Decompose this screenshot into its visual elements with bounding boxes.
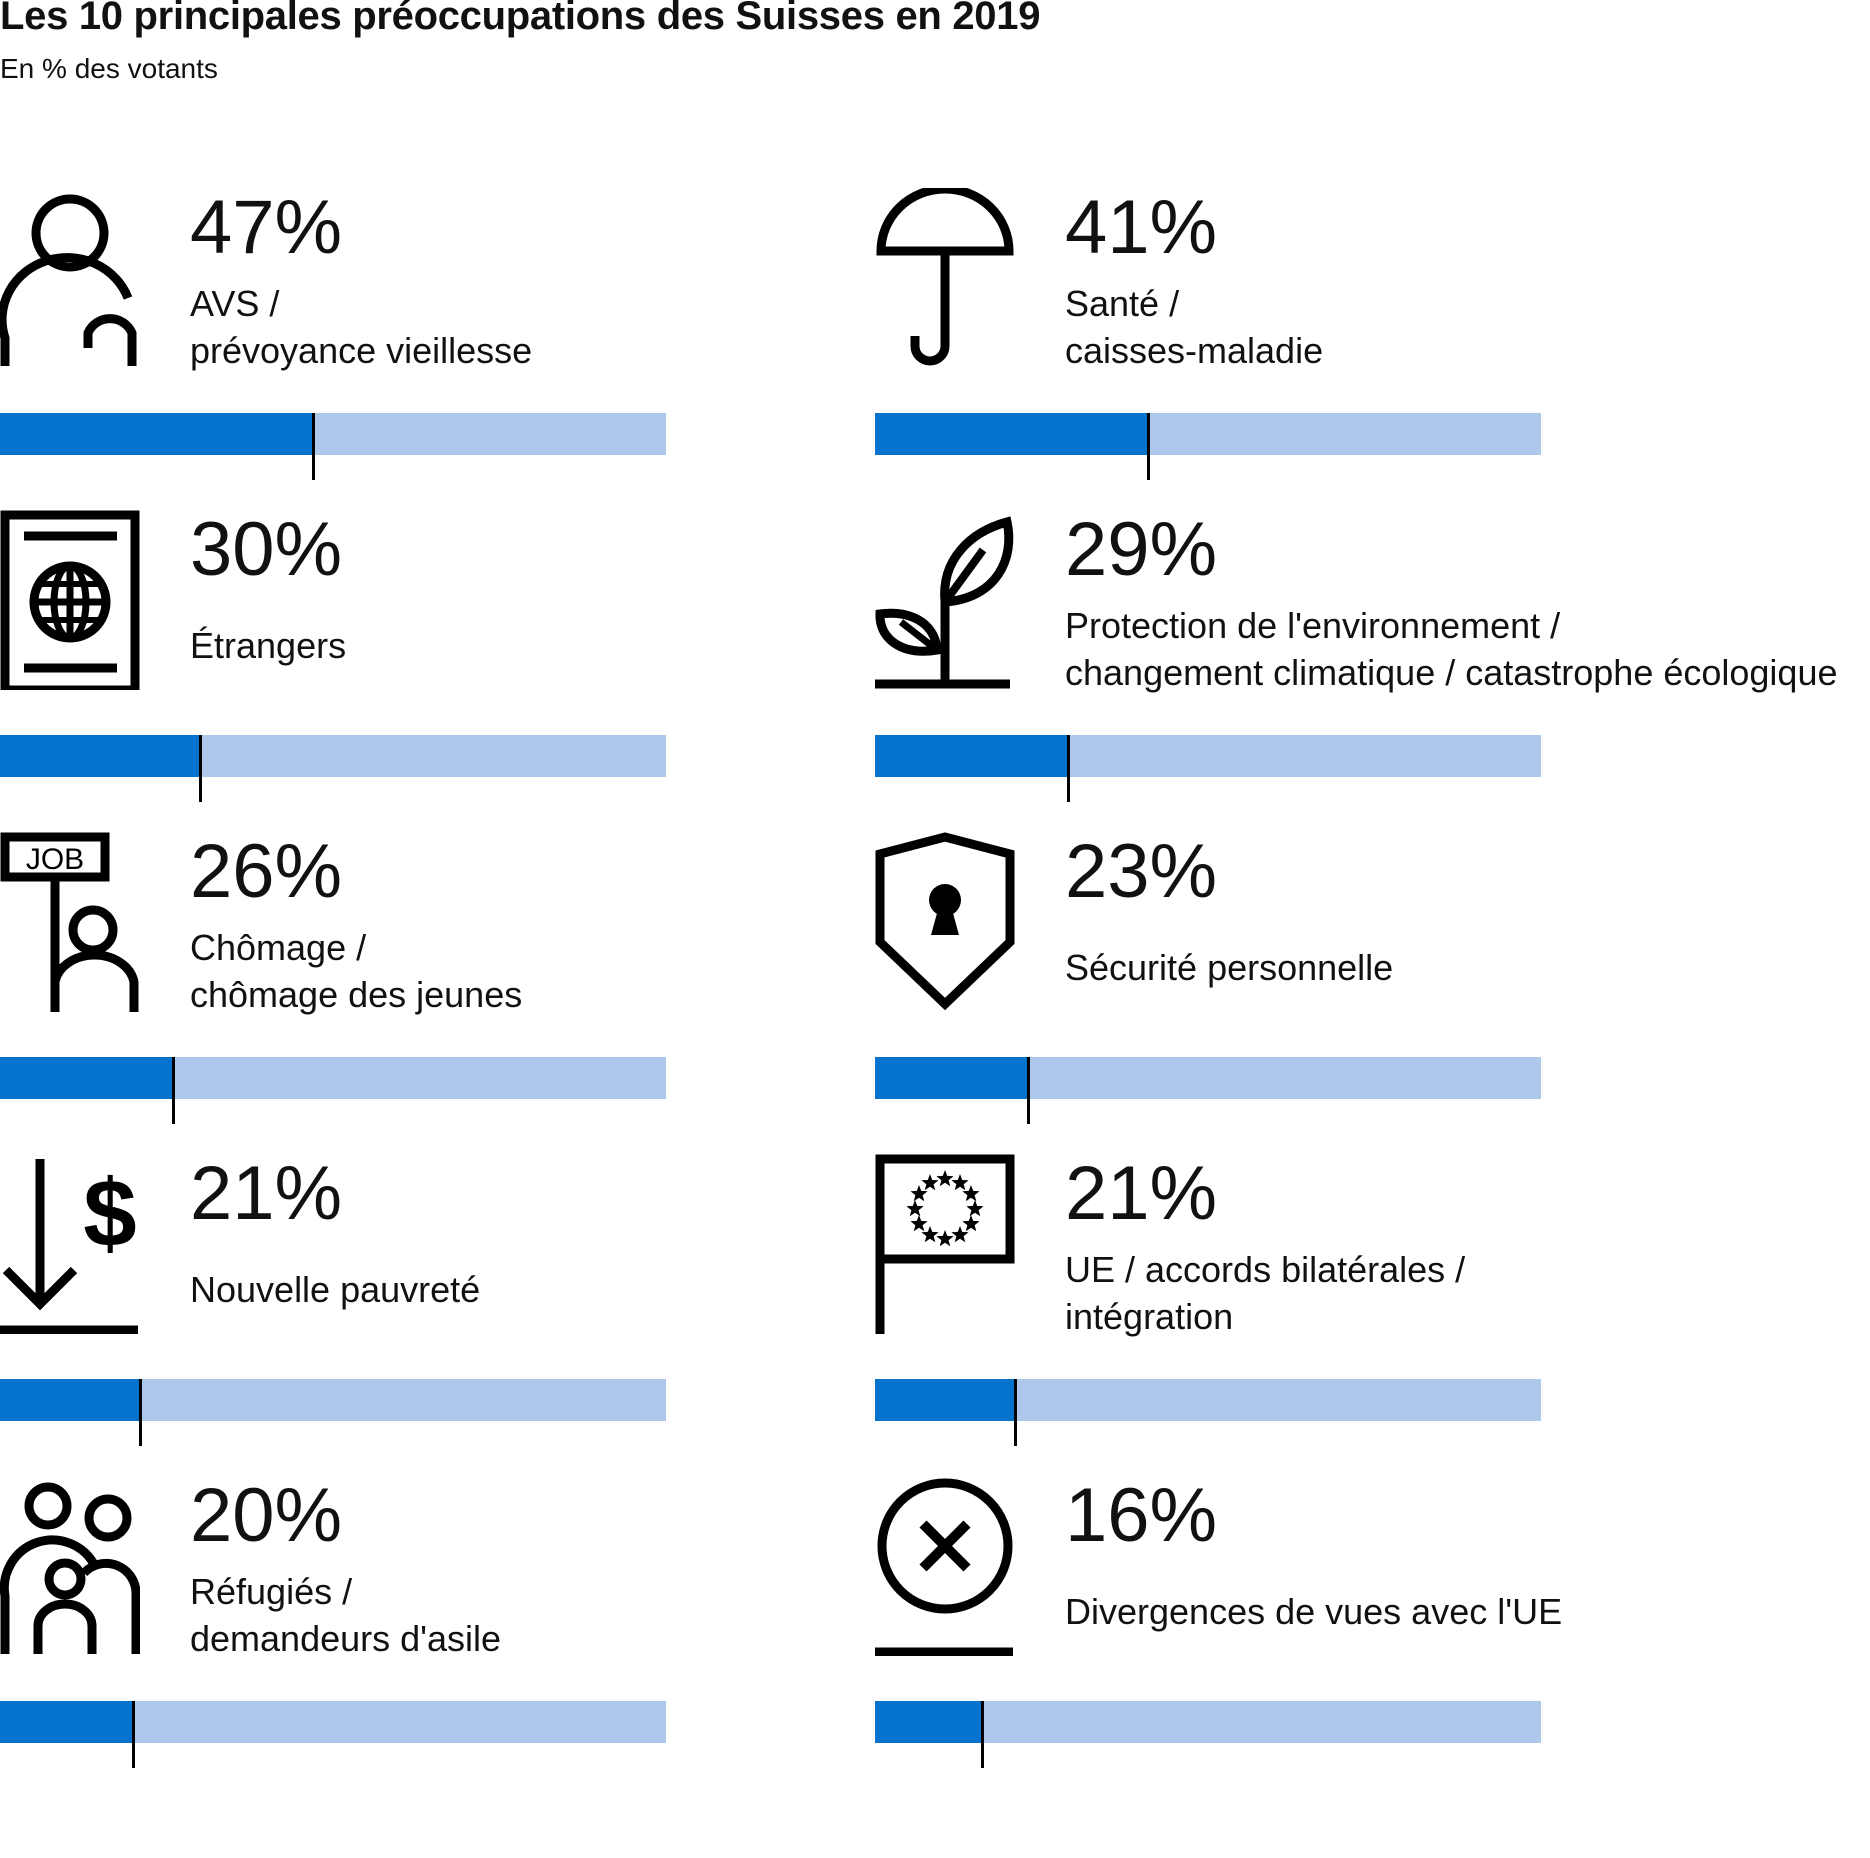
concern-label-line: demandeurs d'asile xyxy=(190,1618,502,1659)
concern-item: JOB 26% Chômage / chômage des jeunes xyxy=(0,832,940,1154)
bar-fill xyxy=(0,1379,140,1421)
concern-label-line: prévoyance vieillesse xyxy=(190,330,533,371)
percentage-value: 26% xyxy=(190,829,343,914)
concern-item: $21% Nouvelle pauvreté xyxy=(0,1154,940,1476)
concern-label-line: intégration xyxy=(1065,1296,1234,1337)
concern-label-line: AVS / xyxy=(190,283,280,324)
concern-label: Divergences de vues avec l'UE xyxy=(1065,1588,1562,1635)
bar-value-marker xyxy=(312,413,315,480)
bar-track xyxy=(0,413,666,480)
concern-label-line: changement climatique / catastrophe écol… xyxy=(1065,652,1838,693)
bar-value-marker xyxy=(1147,413,1150,480)
concern-label: Étrangers xyxy=(190,622,346,669)
concern-label-line: Protection de l'environnement / xyxy=(1065,605,1561,646)
plant-icon xyxy=(875,510,1015,690)
concern-label: Nouvelle pauvreté xyxy=(190,1266,480,1313)
bar-track xyxy=(0,1701,666,1768)
passport-icon xyxy=(0,510,140,690)
svg-text:JOB: JOB xyxy=(26,843,84,876)
concern-label-line: Réfugiés / xyxy=(190,1571,353,1612)
concern-item: 23% Sécurité personnelle xyxy=(875,832,1815,1154)
percentage-value: 20% xyxy=(190,1473,343,1558)
percentage-value: 41% xyxy=(1065,185,1218,270)
concern-label: Santé / caisses-maladie xyxy=(1065,280,1323,374)
concern-label-line: Divergences de vues avec l'UE xyxy=(1065,1591,1563,1632)
concern-label-line: Sécurité personnelle xyxy=(1065,947,1394,988)
concern-item: 41% Santé / caisses-maladie xyxy=(875,188,1815,510)
shield-lock-icon xyxy=(875,832,1015,1012)
bar-track xyxy=(875,1057,1541,1124)
concern-label: Réfugiés / demandeurs d'asile xyxy=(190,1568,501,1662)
dollar-down-icon: $ xyxy=(0,1154,140,1334)
percentage-value: 21% xyxy=(1065,1151,1218,1236)
concern-item: 20% Réfugiés / demandeurs d'asile xyxy=(0,1476,940,1798)
bar-track xyxy=(875,1379,1541,1446)
job-sign-icon: JOB xyxy=(0,832,140,1012)
bar-value-marker xyxy=(1014,1379,1017,1446)
concern-item: 21% UE / accords bilatérales / intégration xyxy=(875,1154,1815,1476)
bar-track xyxy=(875,735,1541,802)
bar-value-marker xyxy=(132,1701,135,1768)
svg-text:$: $ xyxy=(83,1160,136,1267)
concern-label-line: chômage des jeunes xyxy=(190,974,523,1015)
concern-item: 29% Protection de l'environnement / change… xyxy=(875,507,1838,832)
bar-value-marker xyxy=(199,735,202,802)
percentage-value: 16% xyxy=(1065,1473,1218,1558)
bar-fill xyxy=(875,735,1068,777)
bar-track xyxy=(0,1057,666,1124)
concern-label-line: Santé / xyxy=(1065,283,1180,324)
bar-value-marker xyxy=(1067,735,1070,802)
percentage-value: 30% xyxy=(190,507,343,592)
eu-flag-icon xyxy=(875,1154,1015,1334)
concern-label: Protection de l'environnement / changemen… xyxy=(1065,602,1838,696)
bar-track xyxy=(0,1379,666,1446)
bar-value-marker xyxy=(1027,1057,1030,1124)
bar-value-marker xyxy=(172,1057,175,1124)
bar-fill xyxy=(875,1057,1028,1099)
percentage-value: 29% xyxy=(1065,507,1218,592)
concern-label: Sécurité personnelle xyxy=(1065,944,1393,991)
concern-item: 30% Étrangers xyxy=(0,510,940,832)
concern-item: 16% Divergences de vues avec l'UE xyxy=(875,1476,1815,1798)
refugees-family-icon xyxy=(0,1476,140,1656)
bar-fill xyxy=(0,735,200,777)
bar-fill xyxy=(875,1701,982,1743)
concern-label-line: Chômage / xyxy=(190,927,367,968)
concern-label-line: Nouvelle pauvreté xyxy=(190,1269,481,1310)
x-circle-icon xyxy=(875,1476,1015,1656)
elderly-person-icon xyxy=(0,188,140,368)
bar-fill xyxy=(0,1057,173,1099)
concern-label: AVS / prévoyance vieillesse xyxy=(190,280,532,374)
bar-fill xyxy=(0,1701,133,1743)
bar-value-marker xyxy=(139,1379,142,1446)
percentage-value: 21% xyxy=(190,1151,343,1236)
percentage-value: 47% xyxy=(190,185,343,270)
bar-fill xyxy=(875,413,1148,455)
concern-item: 47% AVS / prévoyance vieillesse xyxy=(0,188,940,510)
concern-label-line: caisses-maladie xyxy=(1065,330,1324,371)
chart-subtitle: En % des votants xyxy=(0,53,218,84)
concern-label: Chômage / chômage des jeunes xyxy=(190,924,522,1018)
chart-title: Les 10 principales préoccupations des Su… xyxy=(0,0,1041,38)
bar-fill xyxy=(875,1379,1015,1421)
bar-track xyxy=(0,735,666,802)
concern-label: UE / accords bilatérales / intégration xyxy=(1065,1246,1465,1340)
concern-label-line: Étrangers xyxy=(190,625,347,666)
bar-track xyxy=(875,1701,1541,1768)
percentage-value: 23% xyxy=(1065,829,1218,914)
concern-label-line: UE / accords bilatérales / xyxy=(1065,1249,1466,1290)
bar-value-marker xyxy=(981,1701,984,1768)
bar-fill xyxy=(0,413,313,455)
bar-track xyxy=(875,413,1541,480)
umbrella-icon xyxy=(875,188,1015,368)
